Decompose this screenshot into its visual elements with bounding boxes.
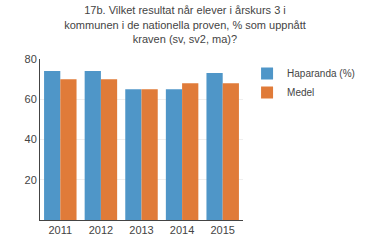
svg-text:40: 40 [25,133,37,145]
svg-text:Haparanda (%): Haparanda (%) [287,68,355,79]
svg-text:60: 60 [25,93,37,105]
svg-text:2011: 2011 [48,224,72,236]
svg-text:80: 80 [25,53,37,65]
svg-text:17b. Vilket resultat når eleve: 17b. Vilket resultat når elever i årskur… [64,4,306,45]
svg-text:2014: 2014 [170,224,194,236]
svg-text:20: 20 [25,174,37,186]
svg-text:2012: 2012 [89,224,113,236]
svg-text:2013: 2013 [129,224,153,236]
svg-text:2015: 2015 [210,224,234,236]
svg-text:Medel: Medel [287,87,314,98]
